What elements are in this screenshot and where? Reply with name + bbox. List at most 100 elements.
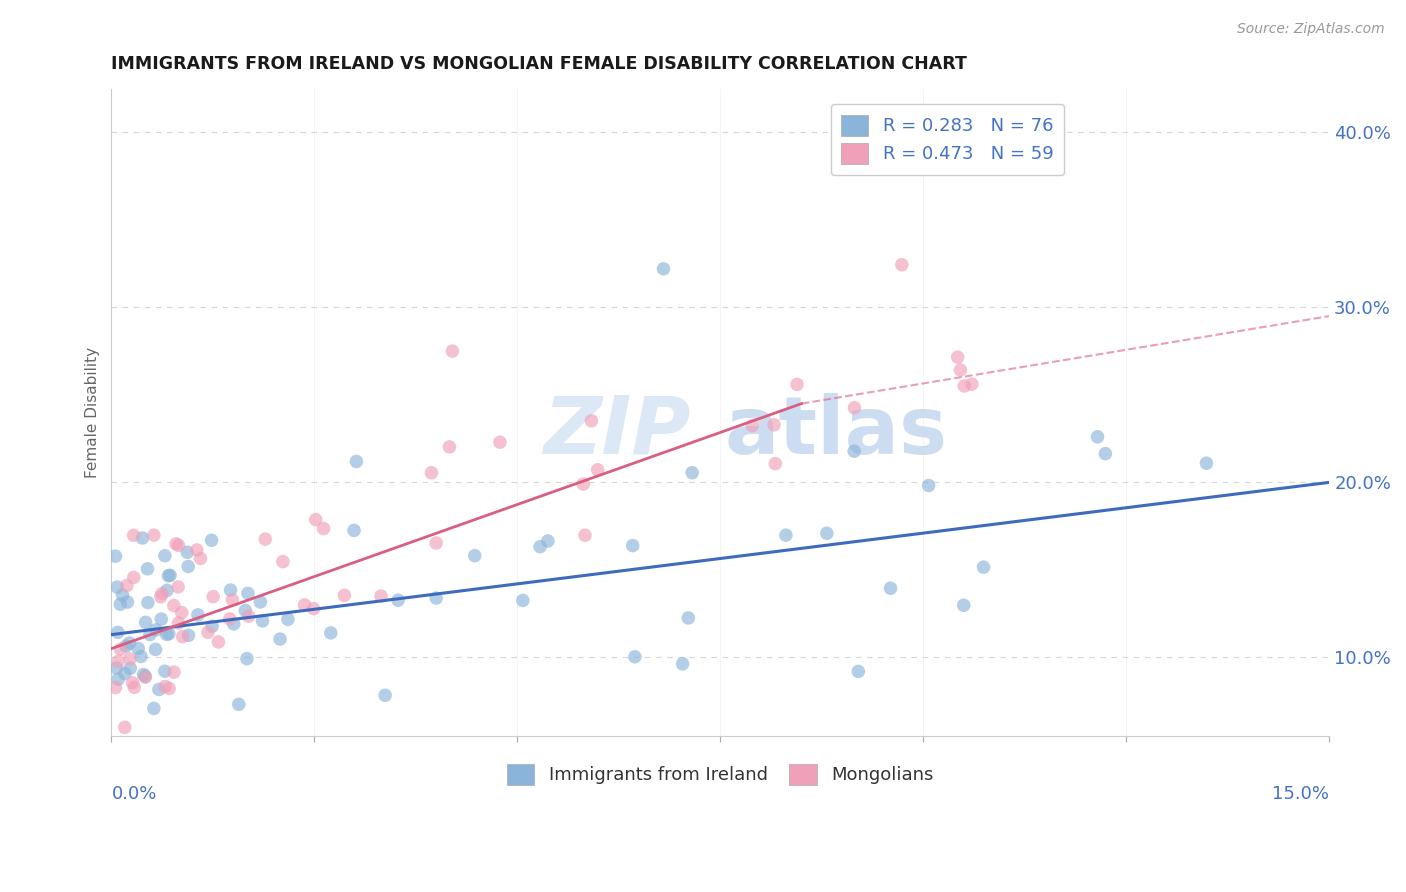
Point	[846, 665, 869, 679]
Point	[236, 586, 259, 600]
Point	[420, 466, 443, 480]
Point	[167, 615, 190, 630]
Point	[165, 537, 187, 551]
Point	[155, 627, 177, 641]
Point	[238, 609, 260, 624]
Point	[815, 526, 838, 541]
Point	[121, 675, 143, 690]
Point	[136, 562, 159, 576]
Point	[252, 614, 274, 628]
Point	[156, 583, 179, 598]
Text: IMMIGRANTS FROM IRELAND VS MONGOLIAN FEMALE DISABILITY CORRELATION CHART: IMMIGRANTS FROM IRELAND VS MONGOLIAN FEM…	[111, 55, 967, 73]
Point	[167, 580, 190, 594]
Point	[319, 626, 342, 640]
Point	[621, 539, 644, 553]
Point	[344, 454, 367, 468]
Point	[149, 590, 172, 604]
Point	[111, 588, 134, 602]
Point	[207, 635, 229, 649]
Point	[139, 627, 162, 641]
Point	[107, 673, 129, 687]
Point	[153, 664, 176, 678]
Point	[387, 593, 409, 607]
Legend: Immigrants from Ireland, Mongolians: Immigrants from Ireland, Mongolians	[501, 756, 941, 792]
Point	[114, 720, 136, 734]
Point	[135, 615, 157, 630]
Point	[157, 681, 180, 696]
Point	[537, 533, 560, 548]
Point	[122, 570, 145, 584]
Point	[163, 665, 186, 680]
Point	[150, 587, 173, 601]
Point	[115, 639, 138, 653]
Point	[236, 651, 259, 665]
Point	[425, 591, 447, 605]
Point	[186, 543, 208, 558]
Point	[233, 603, 256, 617]
Point	[439, 440, 461, 454]
Point	[157, 568, 180, 582]
Point	[305, 512, 328, 526]
Point	[249, 595, 271, 609]
Point	[177, 559, 200, 574]
Point	[512, 593, 534, 607]
Point	[157, 627, 180, 641]
Point	[176, 545, 198, 559]
Point	[202, 590, 225, 604]
Point	[218, 612, 240, 626]
Point	[107, 625, 129, 640]
Point	[374, 688, 396, 702]
Point	[271, 555, 294, 569]
Point	[652, 261, 675, 276]
Text: 0.0%: 0.0%	[111, 785, 157, 803]
Point	[142, 528, 165, 542]
Point	[269, 632, 291, 646]
Text: Source: ZipAtlas.com: Source: ZipAtlas.com	[1237, 22, 1385, 37]
Point	[1087, 430, 1109, 444]
Point	[163, 599, 186, 613]
Point	[529, 540, 551, 554]
Point	[145, 623, 167, 637]
Point	[114, 666, 136, 681]
Point	[105, 580, 128, 594]
Point	[170, 606, 193, 620]
Point	[671, 657, 693, 671]
Point	[145, 642, 167, 657]
Point	[294, 598, 316, 612]
Point	[228, 698, 250, 712]
Point	[124, 681, 146, 695]
Point	[177, 628, 200, 642]
Point	[118, 636, 141, 650]
Point	[277, 612, 299, 626]
Point	[221, 593, 243, 607]
Text: atlas: atlas	[724, 392, 948, 471]
Point	[197, 625, 219, 640]
Point	[312, 522, 335, 536]
Point	[104, 549, 127, 564]
Point	[159, 568, 181, 582]
Point	[1094, 447, 1116, 461]
Point	[110, 597, 132, 611]
Point	[441, 344, 464, 359]
Point	[131, 531, 153, 545]
Point	[464, 549, 486, 563]
Point	[155, 680, 177, 694]
Point	[187, 607, 209, 622]
Point	[105, 661, 128, 675]
Point	[167, 538, 190, 552]
Point	[890, 258, 912, 272]
Point	[786, 377, 808, 392]
Point	[129, 649, 152, 664]
Point	[134, 670, 156, 684]
Point	[949, 363, 972, 377]
Point	[681, 466, 703, 480]
Point	[117, 595, 139, 609]
Point	[844, 444, 866, 458]
Point	[973, 560, 995, 574]
Point	[127, 641, 149, 656]
Point	[201, 619, 224, 633]
Point	[302, 601, 325, 615]
Point	[370, 589, 392, 603]
Point	[153, 549, 176, 563]
Point	[136, 596, 159, 610]
